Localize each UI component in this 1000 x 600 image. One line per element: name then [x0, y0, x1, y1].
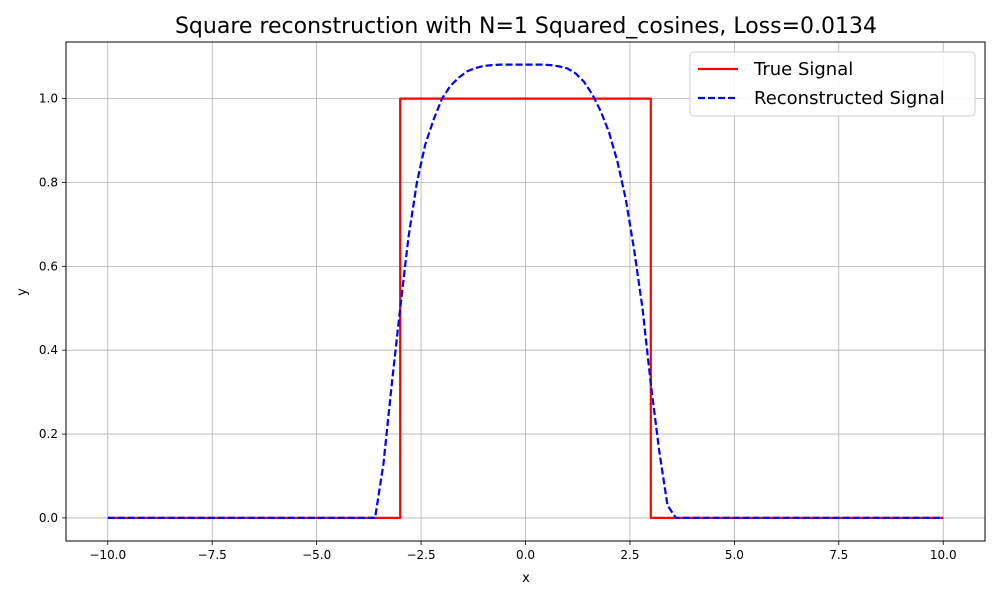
chart-title: Square reconstruction with N=1 Squared_c… [175, 14, 877, 39]
x-axis-label: x [522, 571, 530, 586]
y-tick-label: 0.6 [39, 259, 58, 273]
x-tick-label: 2.5 [620, 548, 639, 562]
x-tick-label: −10.0 [89, 548, 126, 562]
y-tick-label: 0.0 [39, 511, 58, 525]
y-axis-label: y [15, 288, 30, 296]
legend: True Signal Reconstructed Signal [689, 51, 976, 117]
legend-label: True Signal [753, 59, 853, 80]
series-layer [107, 63, 944, 520]
x-tick-label: 5.0 [725, 548, 744, 562]
ticks: −10.0 −7.5 −5.0 −2.5 0.0 2.5 5.0 7.5 10.0 0.0 0.2 0… [39, 92, 957, 562]
x-tick-label: 7.5 [829, 548, 848, 562]
x-tick-label: 0.0 [516, 548, 535, 562]
x-tick-label: −2.5 [406, 548, 435, 562]
series-line-reconstructed-signal [107, 63, 944, 520]
y-tick-label: 0.2 [39, 427, 58, 441]
x-tick-label: −7.5 [198, 548, 227, 562]
legend-label: Reconstructed Signal [754, 88, 945, 109]
legend-box [689, 51, 976, 117]
y-tick-label: 1.0 [39, 92, 58, 106]
x-tick-label: 10.0 [930, 548, 957, 562]
x-tick-label: −5.0 [302, 548, 331, 562]
y-tick-label: 0.8 [39, 175, 58, 189]
y-tick-label: 0.4 [39, 343, 58, 357]
